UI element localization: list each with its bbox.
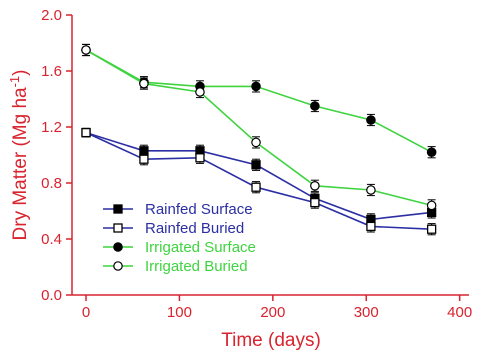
y-tick-label: 1.2	[41, 119, 62, 136]
data-point	[251, 81, 261, 92]
data-point	[251, 160, 261, 170]
data-point	[139, 78, 149, 89]
legend-label: Rainfed Surface	[145, 201, 253, 218]
legend-item: Irrigated Buried	[103, 258, 248, 275]
data-point	[251, 182, 261, 192]
axes	[71, 15, 469, 296]
x-axis-title: Time (days)	[221, 330, 321, 351]
legend-label: Irrigated Surface	[145, 239, 256, 256]
series-irrigated-buried	[81, 43, 437, 212]
legend-item: Irrigated Surface	[103, 239, 256, 256]
legend-item: Rainfed Buried	[103, 220, 244, 237]
legend-marker	[113, 261, 123, 271]
data-point	[366, 221, 376, 232]
x-tick-label: 200	[260, 304, 285, 321]
series-rainfed-surface	[81, 127, 437, 226]
x-axis-ticks: 0 100 200 300 400	[82, 295, 472, 321]
data-point	[195, 153, 205, 163]
y-axis-title-superscript: -1	[7, 76, 22, 88]
legend-marker	[113, 223, 123, 233]
y-tick-label: 0.8	[41, 175, 62, 192]
data-point	[310, 197, 320, 208]
y-axis-title-close: )	[10, 70, 31, 76]
x-tick-label: 0	[82, 304, 90, 321]
legend-label: Rainfed Buried	[145, 220, 244, 237]
data-point	[195, 87, 205, 97]
y-axis-title-main: Dry Matter (Mg ha	[10, 87, 31, 241]
x-tick-label: 400	[447, 304, 472, 321]
data-point	[426, 147, 437, 157]
x-tick-label: 300	[354, 304, 379, 321]
data-point	[426, 224, 437, 234]
y-tick-label: 0.0	[41, 287, 62, 304]
data-point	[310, 101, 320, 111]
series-layer	[81, 43, 437, 236]
data-point	[310, 181, 320, 191]
series-line-rainfed-buried	[85, 131, 432, 230]
y-tick-label: 2.0	[41, 7, 62, 24]
y-tick-label: 0.4	[41, 231, 62, 248]
legend-item: Rainfed Surface	[103, 201, 253, 218]
legend-marker	[113, 242, 123, 252]
data-point	[426, 200, 437, 211]
x-tick-label: 100	[167, 304, 192, 321]
legend: Rainfed Surface Rainfed Buried Irrigated S…	[103, 201, 256, 275]
data-point	[81, 45, 91, 55]
legend-marker	[113, 204, 123, 214]
y-tick-label: 1.6	[41, 63, 62, 80]
data-point	[251, 137, 261, 148]
data-point	[81, 127, 91, 138]
data-point	[366, 185, 376, 195]
data-point	[366, 115, 376, 125]
y-axis-title: Dry Matter (Mg ha-1)	[7, 70, 32, 241]
data-point	[139, 154, 149, 164]
series-rainfed-buried	[81, 127, 437, 236]
y-axis-ticks: 0.0 0.4 0.8 1.2 1.6 2.0	[41, 7, 72, 304]
legend-label: Irrigated Buried	[145, 258, 248, 275]
